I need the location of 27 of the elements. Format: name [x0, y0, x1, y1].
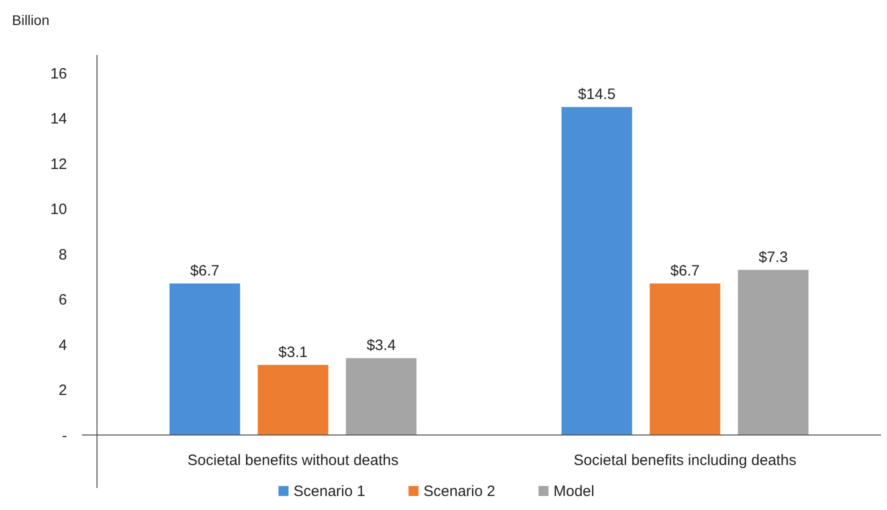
x-tick-label: Societal benefits including deaths: [574, 452, 796, 469]
bar: [650, 283, 720, 435]
y-tick-label: 10: [50, 201, 67, 218]
bar: [738, 270, 808, 435]
data-label: $6.7: [190, 262, 220, 280]
y-tick-label: 6: [58, 292, 67, 309]
bar: [170, 283, 240, 435]
legend-label: Scenario 1: [294, 483, 366, 500]
bar: [346, 358, 416, 435]
y-tick-label: 8: [58, 246, 67, 264]
data-label: $7.3: [758, 248, 788, 266]
bar: [562, 107, 632, 435]
x-tick-label: Societal benefits without deaths: [188, 452, 398, 469]
y-tick-label: 2: [58, 382, 67, 400]
data-label: $6.7: [670, 262, 700, 280]
data-label: $3.1: [278, 344, 308, 361]
y-tick-label: 4: [58, 336, 67, 354]
data-label: $14.5: [578, 86, 616, 104]
y-axis-title: Billion: [12, 12, 50, 28]
bar: [258, 364, 328, 435]
y-tick-label: 16: [50, 65, 67, 82]
y-tick-label: -: [62, 427, 67, 444]
y-tick-label: 12: [50, 156, 67, 173]
y-tick-label: 14: [50, 110, 67, 128]
data-label: $3.4: [366, 337, 396, 354]
legend-label: Model: [554, 483, 594, 500]
legend-label: Scenario 2: [424, 483, 496, 500]
